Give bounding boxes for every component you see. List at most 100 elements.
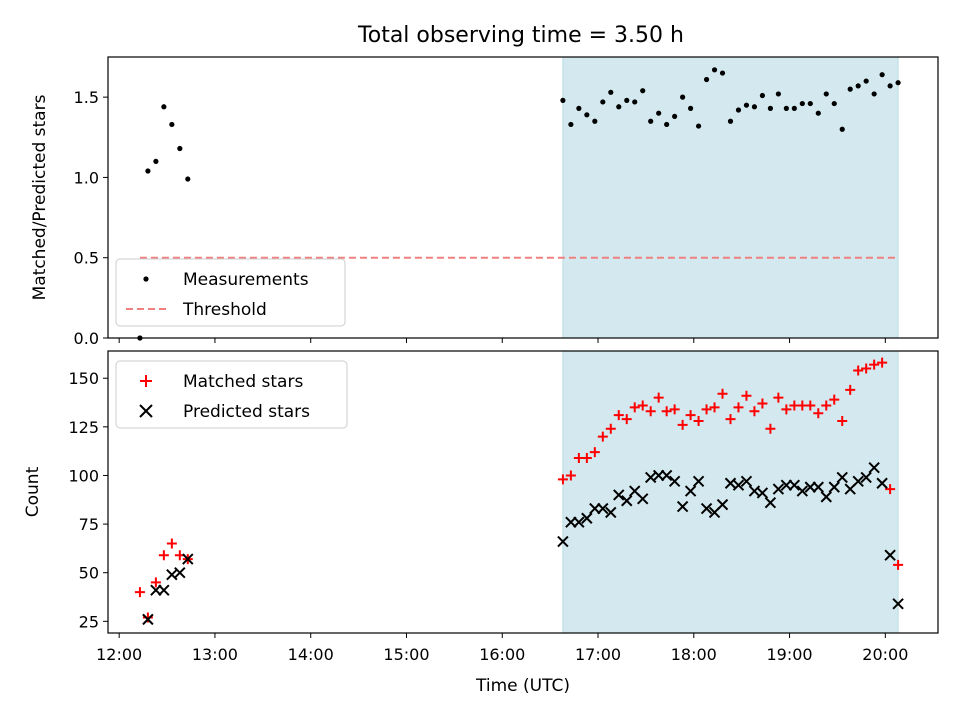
matched-stars-point xyxy=(565,470,576,481)
measurement-point xyxy=(743,102,750,108)
y-tick-label: 1.0 xyxy=(74,168,99,187)
predicted-stars-point xyxy=(660,469,673,482)
figure-title: Total observing time = 3.50 h xyxy=(357,23,684,48)
y-tick-label: 0.5 xyxy=(74,249,99,268)
matched-stars-point xyxy=(725,414,736,425)
axes-frame xyxy=(107,56,939,339)
predicted-stars-point xyxy=(700,502,713,515)
matched-stars-point xyxy=(773,392,784,403)
measurement-point xyxy=(584,112,590,118)
legend-box xyxy=(115,258,346,327)
predicted-stars-point xyxy=(668,475,681,488)
y-tick-label: 0.0 xyxy=(74,329,99,348)
legend-matched-swatch xyxy=(140,375,152,387)
measurement-point xyxy=(815,110,821,116)
measurement-point xyxy=(169,121,175,128)
legend-box xyxy=(115,360,348,429)
measurement-point xyxy=(624,97,630,103)
x-tick-label: 12:00 xyxy=(96,645,142,664)
matched-stars-point xyxy=(621,414,632,425)
measurement-point xyxy=(831,100,837,107)
measurement-point xyxy=(177,145,183,152)
predicted-stars-point xyxy=(788,479,801,491)
matched-stars-point xyxy=(134,587,145,598)
predicted-stars-point xyxy=(892,598,904,610)
matched-stars-point xyxy=(677,419,688,430)
measurement-point xyxy=(759,92,766,99)
measurement-point xyxy=(687,105,694,111)
predicted-stars-point xyxy=(772,483,785,495)
measurement-point xyxy=(727,118,734,124)
measurement-point xyxy=(592,118,598,124)
matched-stars-point xyxy=(733,402,744,413)
measurement-point xyxy=(855,83,861,89)
predicted-stars-point xyxy=(142,613,154,626)
matched-stars-point xyxy=(861,363,872,374)
measurement-point xyxy=(672,113,678,120)
measurement-point xyxy=(568,121,574,128)
matched-stars-point xyxy=(869,359,880,370)
matched-stars-point xyxy=(629,402,640,413)
axes-frame xyxy=(107,350,939,634)
legend-measurement-swatch xyxy=(143,276,149,282)
predicted-stars-point xyxy=(613,489,625,501)
matched-stars-point xyxy=(749,406,760,417)
matched-stars-point xyxy=(150,577,161,588)
measurement-point xyxy=(656,110,662,116)
measurement-point xyxy=(664,121,670,128)
matched-stars-point xyxy=(557,474,568,485)
measurement-point xyxy=(600,99,606,105)
measurement-point xyxy=(632,99,638,105)
predicted-stars-point xyxy=(581,512,593,524)
matched-stars-point xyxy=(693,416,704,427)
matched-stars-point xyxy=(685,410,696,421)
matched-stars-point xyxy=(653,392,664,403)
measurement-point xyxy=(695,123,702,129)
predicted-stars-point xyxy=(868,461,880,474)
matched-stars-point xyxy=(829,394,840,405)
matched-stars-point xyxy=(741,390,752,401)
predicted-stars-point xyxy=(756,487,769,499)
predicted-stars-point xyxy=(684,485,697,497)
x-tick-label: 13:00 xyxy=(192,645,238,664)
predicted-stars-point xyxy=(836,471,848,484)
predicted-stars-point xyxy=(732,479,745,491)
measurement-point xyxy=(153,158,159,164)
y-tick-label: 1.5 xyxy=(74,88,99,107)
measurement-point xyxy=(775,91,781,97)
y-tick-label: 125 xyxy=(68,418,99,437)
measurement-point xyxy=(871,91,877,97)
measurement-point xyxy=(576,105,582,111)
measurement-point xyxy=(680,94,686,100)
predicted-stars-point xyxy=(174,567,186,579)
measurement-point xyxy=(616,104,622,110)
matched-stars-point xyxy=(853,365,864,376)
predicted-stars-point xyxy=(884,549,896,561)
measurement-point xyxy=(823,91,829,97)
measurement-point xyxy=(887,83,893,89)
y-tick-label: 50 xyxy=(79,564,99,583)
count-panel: 25 50 75 100 125 150 12:00 13:00 14:00 15:00 16:00… xyxy=(23,350,939,696)
measurement-point xyxy=(145,168,151,174)
legend-predicted-swatch xyxy=(139,404,153,418)
matched-stars-point xyxy=(781,404,792,415)
measurement-point xyxy=(608,89,614,95)
matched-stars-point xyxy=(837,416,848,427)
x-tick-label: 19:00 xyxy=(767,645,813,664)
predicted-stars-point xyxy=(796,485,809,497)
y-axis-label: Count xyxy=(23,466,43,517)
predicted-stars-point xyxy=(676,500,689,513)
measurement-point xyxy=(839,126,845,132)
matched-stars-point xyxy=(597,431,608,442)
x-tick-label: 16:00 xyxy=(479,645,525,664)
y-axis-label: Matched/Predicted stars xyxy=(30,94,50,300)
x-tick-label: 18:00 xyxy=(671,645,717,664)
predicted-stars-point xyxy=(812,481,824,493)
measurement-point xyxy=(847,86,853,92)
matched-stars-point xyxy=(637,400,648,411)
predicted-stars-point xyxy=(692,475,705,488)
matched-stars-point xyxy=(166,538,177,549)
matched-stars-point xyxy=(813,408,824,419)
measurement-point xyxy=(560,97,566,103)
x-tick-label: 20:00 xyxy=(862,645,908,664)
